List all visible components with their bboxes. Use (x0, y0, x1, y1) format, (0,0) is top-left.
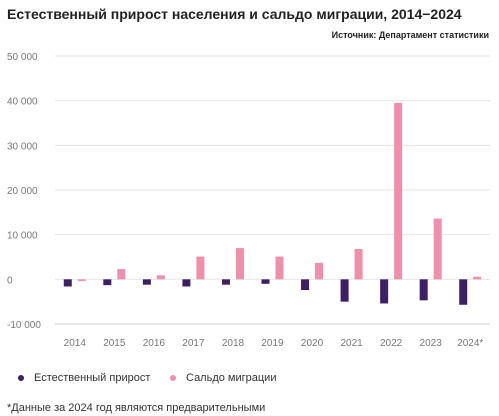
legend-item-migration: Сальдо миграции (170, 372, 276, 384)
x-tick-label: 2016 (143, 338, 166, 349)
bar-natural (63, 279, 72, 287)
bar-natural (380, 279, 389, 304)
x-tick-label: 2019 (261, 338, 284, 349)
bar-migration (473, 276, 482, 280)
y-tick-label: 0 (7, 275, 13, 286)
bar-natural (459, 279, 468, 305)
bar-migration (156, 275, 165, 280)
chart-source: Источник: Департамент статистики (331, 30, 489, 40)
bar-natural (301, 279, 310, 291)
y-tick-label: 10 000 (7, 231, 38, 242)
bar-migration (315, 262, 324, 280)
bar-natural (142, 279, 151, 285)
bar-natural (103, 279, 112, 286)
x-tick-label: 2024* (457, 338, 483, 349)
x-tick-label: 2023 (420, 338, 443, 349)
legend-item-natural: Естественный прирост (18, 372, 150, 384)
bar-natural (419, 279, 428, 301)
y-tick-label: -10 000 (7, 320, 41, 331)
bar-natural (261, 279, 270, 284)
x-tick-label: 2021 (340, 338, 363, 349)
y-tick-label: 30 000 (7, 141, 38, 152)
bar-migration (235, 248, 244, 280)
chart-plot: -10 000 0 10 000 20 000 30 000 40 000 50 000 20… (7, 52, 490, 349)
legend-swatch-migration (170, 375, 176, 381)
legend-label-migration: Сальдо миграции (186, 372, 277, 384)
chart-title: Естественный прирост населения и сальдо … (7, 6, 462, 22)
bar-migration (433, 218, 442, 280)
x-tick-label: 2015 (103, 338, 126, 349)
x-tick-label: 2017 (182, 338, 205, 349)
x-tick-label: 2020 (301, 338, 324, 349)
y-tick-label: 20 000 (7, 186, 38, 197)
x-tick-label: 2022 (380, 338, 403, 349)
bar-natural (340, 279, 349, 302)
y-tick-label: 50 000 (7, 52, 38, 63)
y-tick-label: 40 000 (7, 97, 38, 108)
legend-swatch-natural (18, 375, 24, 381)
bar-migration (196, 256, 205, 280)
bar-migration (354, 248, 363, 280)
legend-label-natural: Естественный прирост (34, 372, 151, 384)
x-tick-label: 2014 (64, 338, 87, 349)
bar-migration (394, 102, 403, 280)
bar-migration (275, 256, 284, 280)
x-tick-label: 2018 (222, 338, 245, 349)
bar-natural (182, 279, 191, 287)
bar-migration (117, 269, 126, 280)
bar-natural (221, 279, 230, 285)
footnote: *Данные за 2024 год являются предварител… (7, 402, 266, 414)
bar-migration (77, 279, 86, 282)
